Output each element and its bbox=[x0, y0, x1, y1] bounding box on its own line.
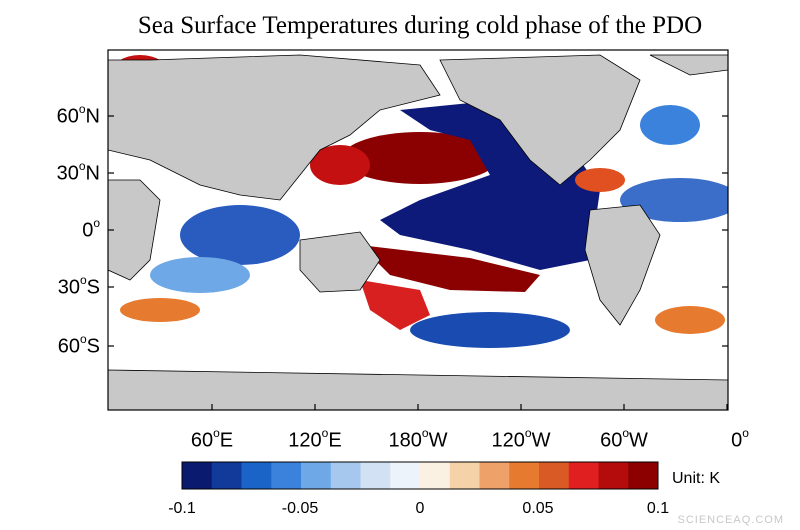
colorbar-segment bbox=[330, 462, 361, 489]
colorbar-tick-label: 0.05 bbox=[522, 500, 554, 517]
y-tick-label-0: 0o bbox=[82, 216, 100, 242]
colorbar-tick-label: -0.1 bbox=[168, 500, 196, 517]
x-tick-label-60w: 60oW bbox=[600, 426, 648, 452]
colorbar-segment bbox=[509, 462, 540, 489]
colorbar-tick-label: 0.1 bbox=[646, 500, 670, 517]
x-tick-label-120e: 120oE bbox=[288, 426, 342, 452]
colorbar bbox=[181, 461, 659, 490]
map-area bbox=[108, 50, 728, 410]
colorbar-segment bbox=[539, 462, 570, 489]
x-tick-label-120w: 120oW bbox=[491, 426, 551, 452]
colorbar-segment bbox=[479, 462, 510, 489]
y-tick-label-30n: 30oN bbox=[56, 159, 100, 185]
axis-ticks bbox=[108, 115, 728, 410]
x-tick-label-180w: 180oW bbox=[388, 426, 448, 452]
colorbar-segment bbox=[182, 462, 213, 489]
south-indian-warm-patch bbox=[120, 298, 200, 322]
colorbar-segment bbox=[598, 462, 629, 489]
colorbar-segment bbox=[449, 462, 480, 489]
colorbar-segment bbox=[271, 462, 302, 489]
colorbar-segment bbox=[628, 462, 659, 489]
greenland-land bbox=[649, 54, 728, 76]
atlantic-cold-patch bbox=[620, 178, 728, 222]
south-atlantic-warm-patch bbox=[655, 306, 725, 334]
north-pacific-warm-patch bbox=[342, 132, 498, 184]
colorbar-segment bbox=[211, 462, 242, 489]
colorbar-segment bbox=[360, 462, 391, 489]
kuroshio-warm-patch bbox=[310, 145, 370, 185]
x-tick-label-60e: 60oE bbox=[190, 426, 234, 452]
eurasia-land bbox=[108, 54, 441, 201]
north-atlantic-cool-patch bbox=[640, 105, 700, 145]
south-pacific-warm-patch bbox=[360, 245, 540, 292]
indian-ocean-cold-patch bbox=[180, 205, 300, 265]
colorbar-segment bbox=[568, 462, 599, 489]
colorbar-unit-label: Unit: K bbox=[672, 470, 721, 487]
colorbar-frame bbox=[181, 461, 659, 490]
antarctica-land bbox=[108, 369, 728, 410]
africa-land bbox=[108, 179, 161, 281]
south-america-land bbox=[584, 204, 661, 326]
land-masses bbox=[108, 54, 728, 410]
colorbar-segment bbox=[241, 462, 272, 489]
x-tick-label-0: 0o bbox=[731, 426, 749, 452]
y-tick-label-60n: 60oN bbox=[56, 102, 100, 128]
map-title: Sea Surface Temperatures during cold pha… bbox=[137, 12, 703, 39]
y-tick-label-60s: 60oS bbox=[57, 332, 100, 358]
y-tick-label-30s: 30oS bbox=[57, 273, 100, 299]
colorbar-tick-label: -0.05 bbox=[281, 500, 319, 517]
south-indian-cool-patch bbox=[150, 257, 250, 293]
colorbar-segment bbox=[420, 462, 451, 489]
colorbar-segment bbox=[301, 462, 332, 489]
australia-land bbox=[299, 231, 381, 293]
tasman-warm-patch bbox=[360, 280, 430, 330]
north-america-land bbox=[439, 54, 641, 186]
watermark-text: SCIENCEAQ.COM bbox=[677, 514, 784, 526]
colorbar-tick-label: 0 bbox=[415, 500, 425, 517]
southern-ocean-cold-patch bbox=[410, 312, 570, 348]
gulf-stream-warm-patch bbox=[575, 168, 625, 192]
colorbar-segment bbox=[390, 462, 421, 489]
